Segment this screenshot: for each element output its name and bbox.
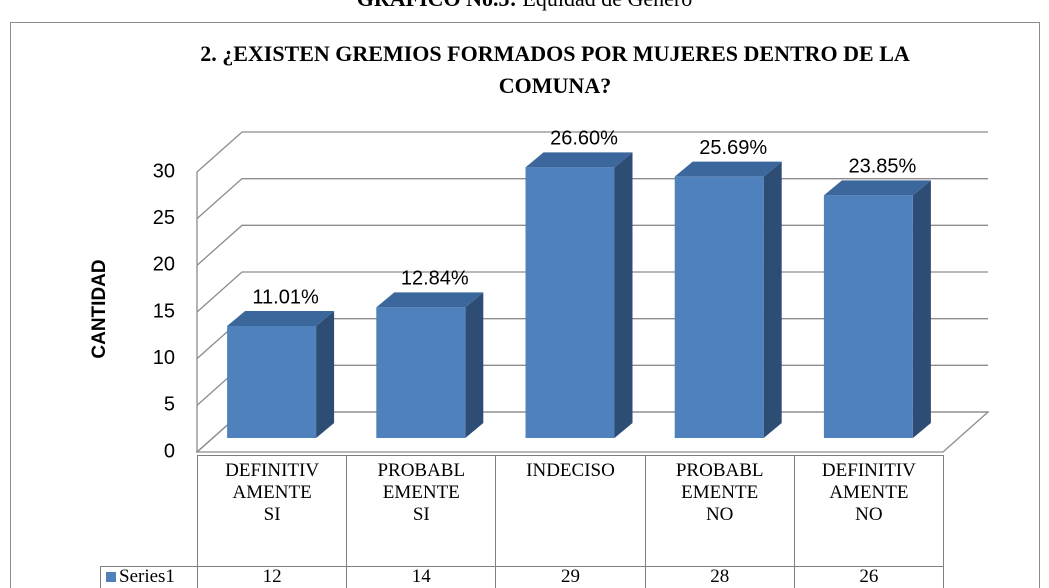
- y-tick-label: 15: [153, 300, 175, 322]
- x-tick-label: PROBABL EMENTE NO: [644, 455, 795, 567]
- caption-prefix: GRAFICO No.5:: [357, 0, 517, 11]
- bar-top: [823, 180, 931, 196]
- data-label: 23.85%: [848, 156, 916, 178]
- legend-label: Series1: [119, 566, 175, 587]
- table-value: 29: [495, 566, 646, 588]
- bar-side: [316, 311, 335, 438]
- bar-side: [465, 292, 484, 438]
- y-tick-label: 5: [164, 394, 175, 416]
- legend-swatch: [106, 572, 116, 582]
- table-value: 28: [644, 566, 795, 588]
- caption: GRAFICO No.5: Equidad de Genero: [0, 0, 1049, 12]
- data-label: 11.01%: [252, 286, 319, 308]
- caption-text: Equidad de Genero: [522, 0, 692, 11]
- grid-line: [196, 131, 988, 173]
- bar-top: [376, 292, 484, 308]
- x-tick-label: DEFINITIV AMENTE NO: [793, 455, 944, 567]
- legend: Series1: [100, 566, 198, 588]
- y-tick-label: 30: [153, 160, 175, 182]
- bar-side: [614, 152, 633, 439]
- data-label: 12.84%: [401, 268, 469, 290]
- bar: [525, 167, 615, 439]
- bar: [823, 195, 913, 438]
- table-value: 12: [197, 566, 348, 588]
- data-label: 25.69%: [699, 137, 767, 159]
- table-value: 14: [346, 566, 497, 588]
- bar: [674, 176, 764, 438]
- bar-top: [227, 311, 335, 326]
- bar-top: [525, 152, 633, 168]
- y-tick-label: 20: [153, 254, 175, 276]
- chart-frame: [10, 22, 1040, 588]
- x-tick-label: DEFINITIV AMENTE SI: [197, 455, 348, 567]
- y-tick-label: 10: [153, 347, 175, 369]
- x-tick-label: PROBABL EMENTE SI: [346, 455, 497, 567]
- data-label: 26.60%: [550, 128, 618, 150]
- chart-title: 2. ¿EXISTEN GREMIOS FORMADOS POR MUJERES…: [200, 41, 910, 98]
- table-value: 26: [793, 566, 944, 588]
- bar-top: [674, 161, 782, 177]
- x-tick-label: INDECISO: [495, 455, 646, 567]
- bar-side: [912, 180, 931, 439]
- bar-side: [763, 161, 782, 438]
- y-tick-label: 0: [164, 440, 175, 462]
- bar: [376, 307, 466, 438]
- y-tick-label: 25: [153, 207, 175, 229]
- bar: [227, 326, 317, 438]
